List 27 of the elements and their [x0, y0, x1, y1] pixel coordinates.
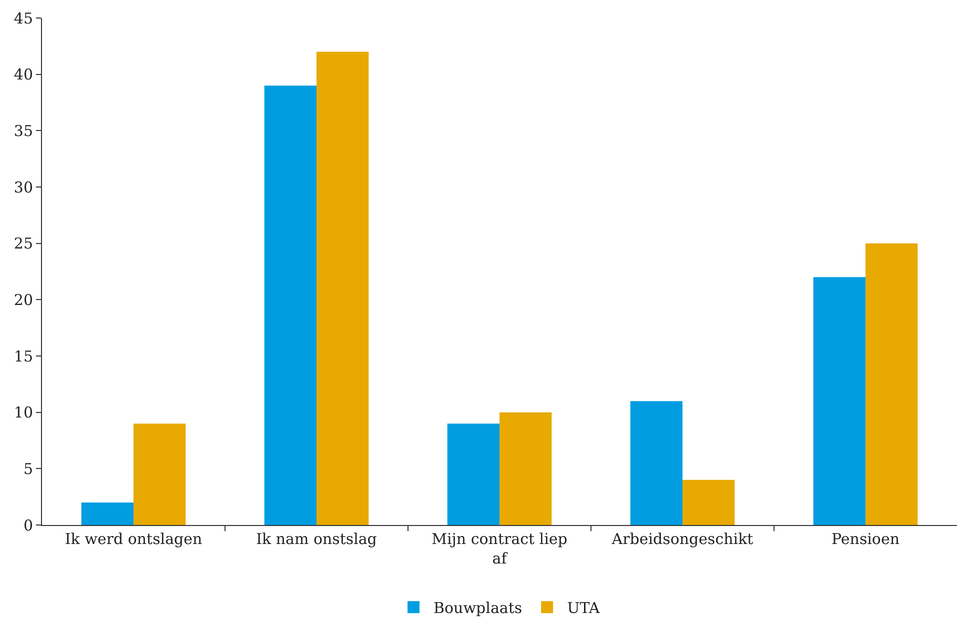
bar — [813, 277, 866, 525]
y-tick-label: 15 — [14, 347, 33, 366]
legend-label: Bouwplaats — [434, 599, 522, 618]
bar — [81, 502, 134, 525]
bar — [316, 52, 369, 525]
bar — [866, 243, 918, 525]
y-tick-label: 0 — [23, 516, 33, 534]
y-tick-label: 20 — [14, 290, 33, 309]
x-tick-label: Ik nam onstslag — [256, 530, 378, 548]
y-tick-label: 45 — [14, 9, 33, 28]
x-tick-label: Arbeidsongeschikt — [610, 530, 754, 548]
bar — [134, 424, 186, 525]
y-tick-label: 5 — [23, 460, 33, 478]
x-tick-label: Ik werd ontslagen — [64, 530, 203, 548]
bar — [500, 412, 552, 525]
x-tick-label: Pensioen — [831, 530, 900, 548]
legend-label: UTA — [567, 599, 600, 618]
y-tick-label: 35 — [14, 122, 33, 140]
bar — [682, 480, 735, 525]
y-tick-label: 10 — [14, 404, 33, 422]
y-tick-label: 30 — [14, 178, 33, 196]
bar — [447, 424, 500, 525]
bar — [264, 86, 316, 525]
x-tick-label: Mijn contract liep af — [432, 530, 568, 568]
bar — [630, 401, 682, 525]
y-tick-label: 40 — [14, 66, 33, 84]
y-tick-label: 25 — [14, 234, 33, 253]
